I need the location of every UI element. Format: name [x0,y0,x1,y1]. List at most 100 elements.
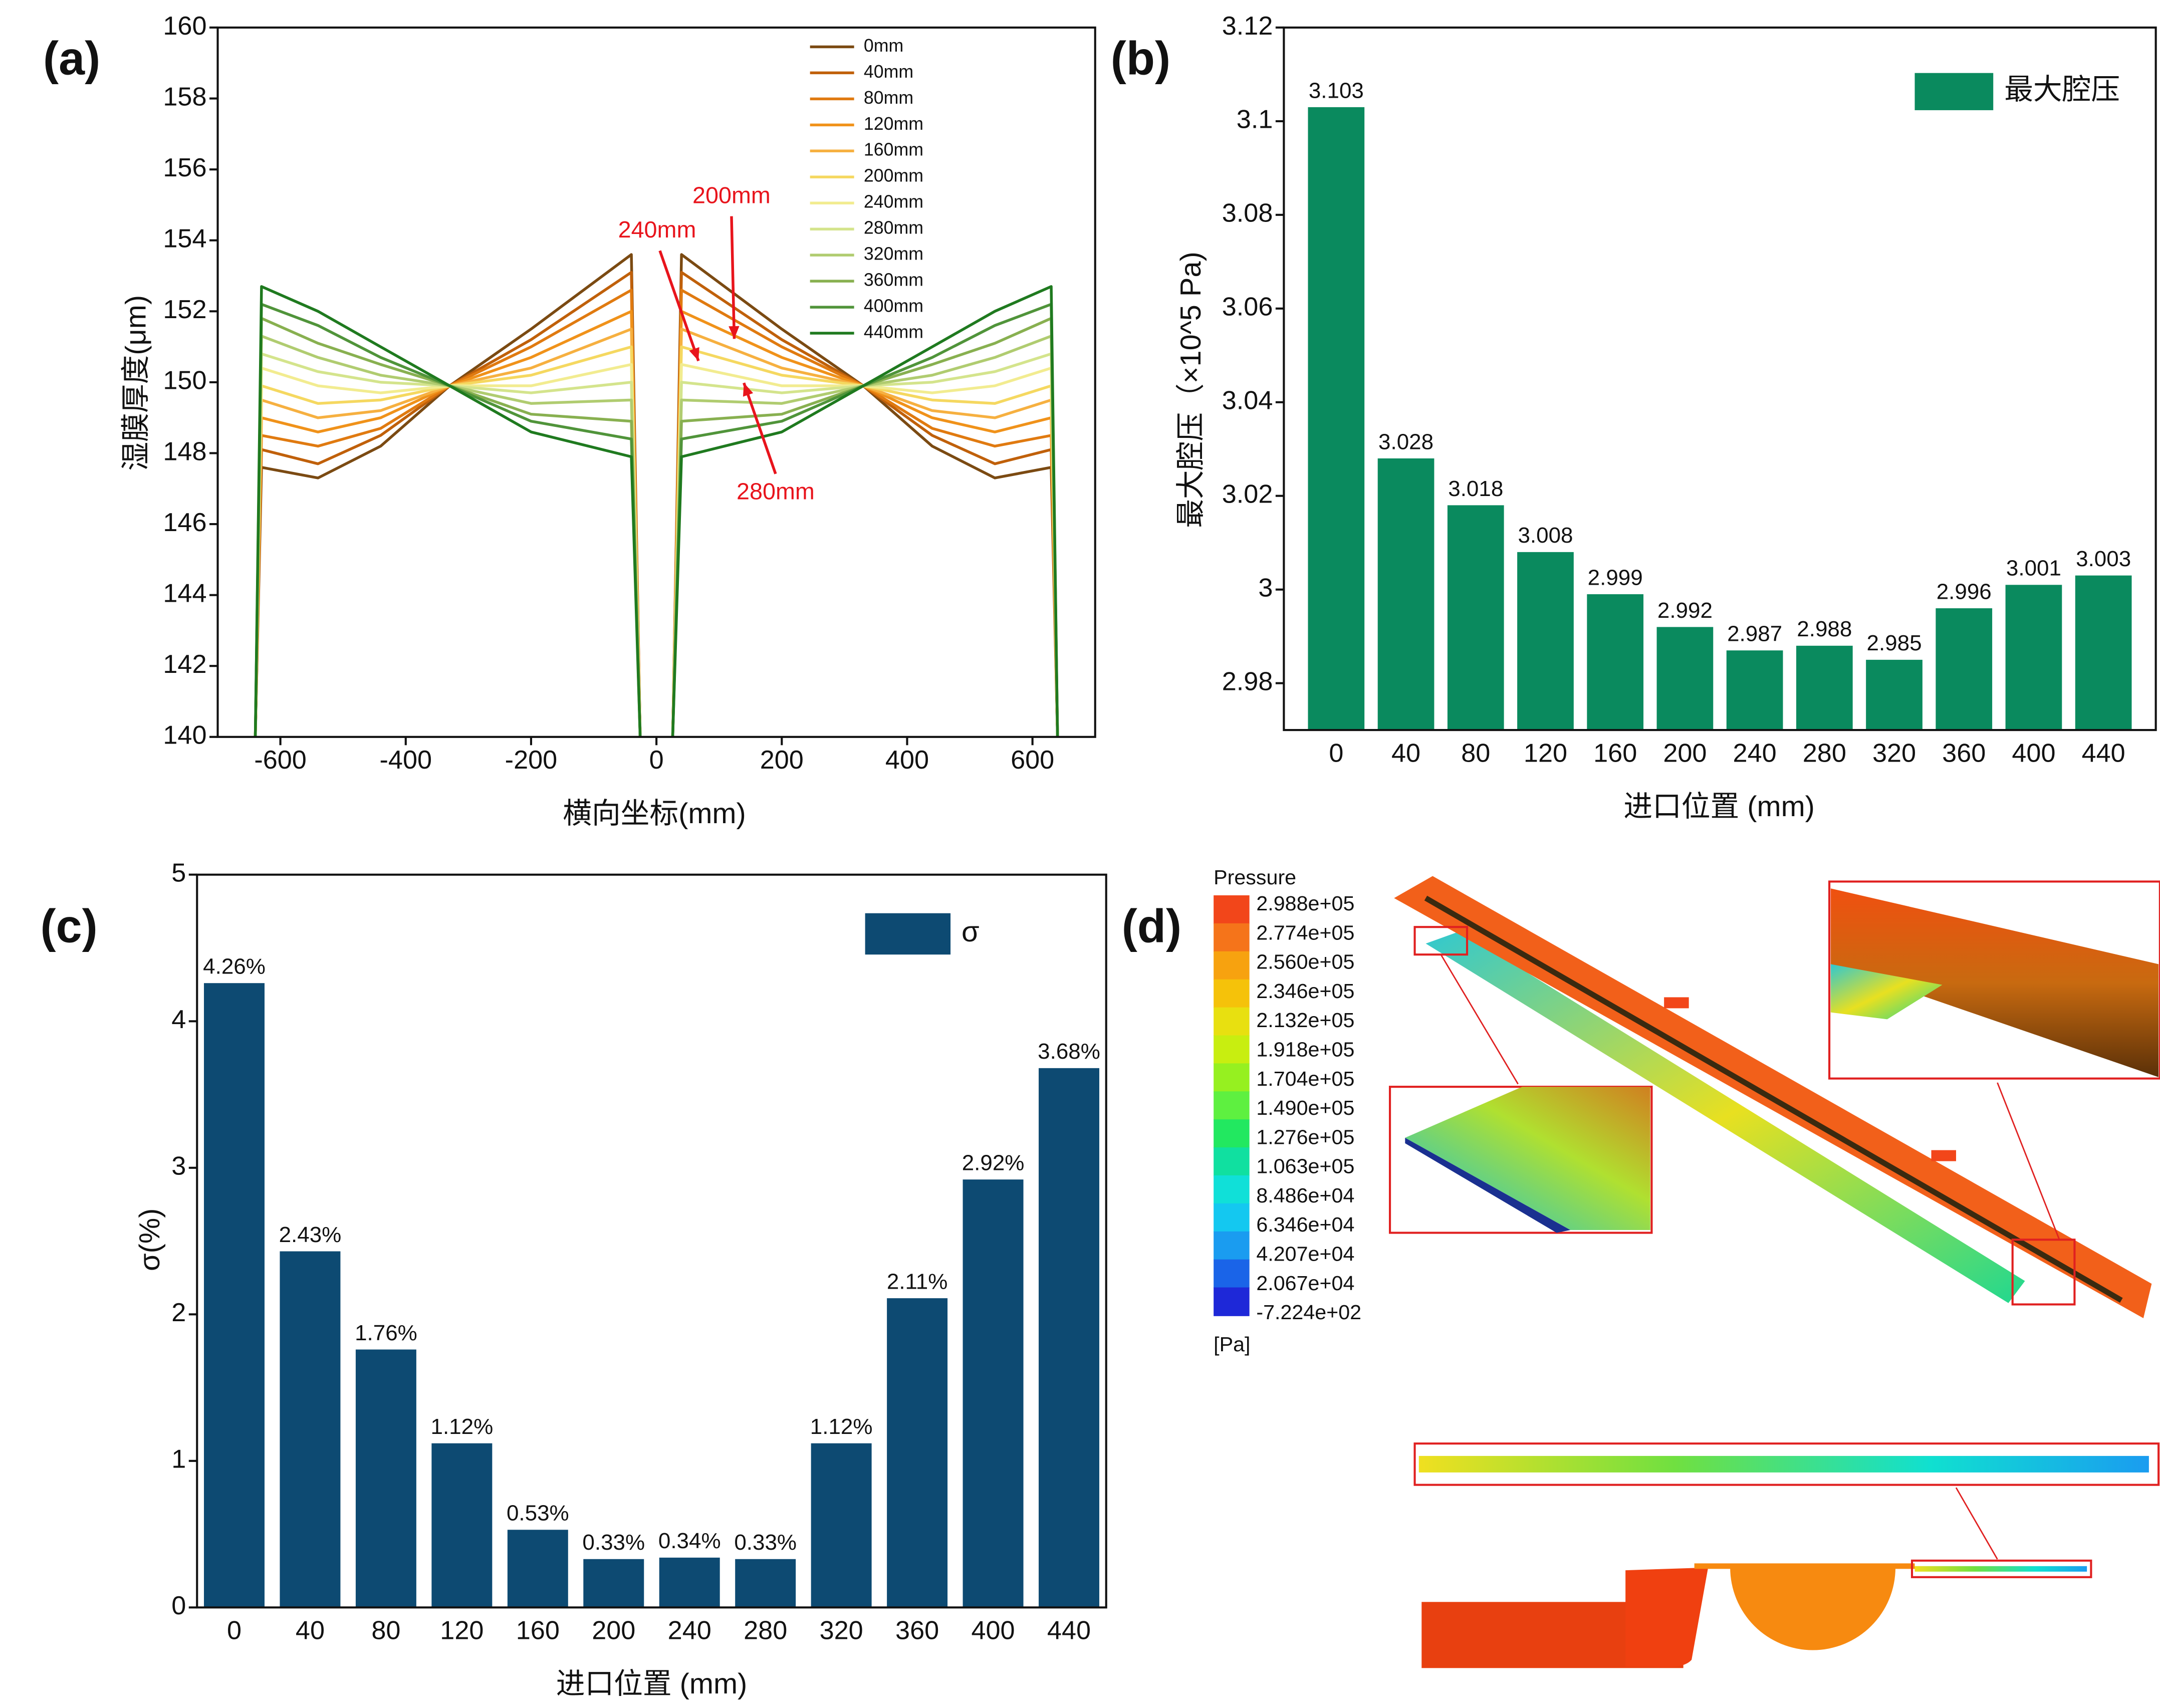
data-label: 0.34% [658,1529,721,1553]
x-tick-label: 440 [2082,739,2125,768]
colorbar-label: 2.988e+05 [1256,892,1354,915]
arrow-head [743,383,754,397]
bar [963,1179,1024,1608]
x-tick-label: 400 [971,1616,1015,1645]
data-label: 2.985 [1867,631,1922,655]
x-tick-label: 320 [1872,739,1916,768]
x-tick-label: -200 [505,746,558,775]
legend-label: 280mm [864,218,923,238]
data-label: 3.008 [1518,523,1573,548]
legend-label: 200mm [864,166,923,186]
data-label: 2.992 [1657,598,1713,623]
colorbar-band [1214,1007,1250,1036]
x-tick-label: 440 [1047,1616,1091,1645]
data-label: 2.43% [279,1223,342,1247]
bar [280,1251,341,1608]
bar [1796,645,1853,730]
colorbar-label: 1.490e+05 [1256,1096,1354,1119]
colorbar-label: 2.067e+04 [1256,1272,1354,1295]
data-label: 2.11% [887,1269,947,1294]
bar [735,1559,796,1608]
arrow [1955,1487,1998,1560]
y-tick-label: 156 [163,153,206,182]
legend-label: 0mm [864,36,903,56]
colorbar-label: -7.224e+02 [1256,1301,1361,1324]
line-series [254,363,1059,737]
x-tick-label: 160 [516,1616,560,1645]
colorbar-label: 2.132e+05 [1256,1009,1354,1032]
bar [2075,575,2132,730]
x-tick-label: 200 [592,1616,635,1645]
plot-frame [196,873,1107,1609]
y-tick-label: 5 [171,859,186,888]
bar [507,1530,568,1608]
colorbar-band [1214,923,1250,952]
colorbar-band [1214,1063,1250,1092]
panel-label: (a) [43,32,100,84]
annotation-arrow [730,216,736,339]
bar [887,1298,948,1608]
data-label: 3.028 [1378,429,1433,454]
bar [1377,458,1434,730]
colorbar-label: 8.486e+04 [1256,1184,1354,1207]
y-tick-label: 148 [163,437,206,466]
colorbar-band [1214,1147,1250,1176]
y-tick-label: 2 [171,1298,186,1327]
plot-frame [216,26,1096,738]
y-tick-label: 158 [163,82,206,111]
colorbar-band [1214,1091,1250,1120]
y-tick-label: 3.06 [1222,293,1273,322]
x-axis-label: 进口位置 (mm) [1623,791,1815,823]
colorbar-label: 1.276e+05 [1256,1125,1354,1148]
colorbar-band [1214,1035,1250,1064]
legend-title: Pressure [1214,866,1296,889]
plot-frame [1283,26,2157,731]
x-tick-label: 320 [820,1616,863,1645]
line-series [254,253,1059,737]
line-series [254,303,1059,737]
legend-label: 80mm [864,88,913,108]
legend-label: 160mm [864,140,923,160]
x-tick-label: 400 [885,746,929,775]
x-axis-label: 横向坐标(mm) [563,798,746,830]
x-axis-label: 进口位置 (mm) [556,1668,748,1700]
bar [355,1349,416,1608]
colorbar-band [1214,979,1250,1008]
annotation-arrow [658,250,700,362]
x-tick-label: 0 [227,1616,242,1645]
arrow-head [729,326,740,339]
arrow [1440,954,1519,1085]
x-tick-label: 80 [1461,739,1490,768]
panel-label: (c) [40,899,97,952]
x-tick-label: 80 [371,1616,400,1645]
data-label: 3.68% [1038,1039,1100,1064]
bar [1726,650,1783,730]
legend-swatch [865,913,951,955]
cross-section [1694,1563,1915,1569]
y-tick-label: 3.08 [1222,199,1273,228]
y-tick-label: 150 [163,366,206,395]
x-tick-label: 360 [895,1616,939,1645]
inset-content [1830,888,2159,1077]
die-slot [1424,895,2123,1303]
panel-label: (d) [1122,899,1181,952]
bar [1936,608,1993,730]
x-tick-label: 240 [1733,739,1777,768]
colorbar-band [1214,1231,1250,1261]
y-axis-label: 最大腔压（×10^5 Pa) [1175,252,1207,528]
y-tick-label: 140 [163,721,206,750]
colorbar-label: 1.063e+05 [1256,1155,1354,1178]
x-tick-label: 240 [668,1616,711,1645]
y-tick-label: 4 [171,1005,186,1034]
colorbar-band [1214,1203,1250,1233]
zoom-box [2011,1239,2076,1306]
data-label: 2.987 [1727,622,1782,646]
line-series [254,310,1059,737]
bar [2005,585,2062,730]
annotation-arrow [743,382,777,474]
colorbar-band [1214,1287,1250,1316]
colorbar-band [1214,1259,1250,1288]
y-axis-label: 湿膜厚度(μm) [120,295,152,471]
y-tick-label: 3.12 [1222,12,1273,41]
y-tick-label: 144 [163,579,206,608]
